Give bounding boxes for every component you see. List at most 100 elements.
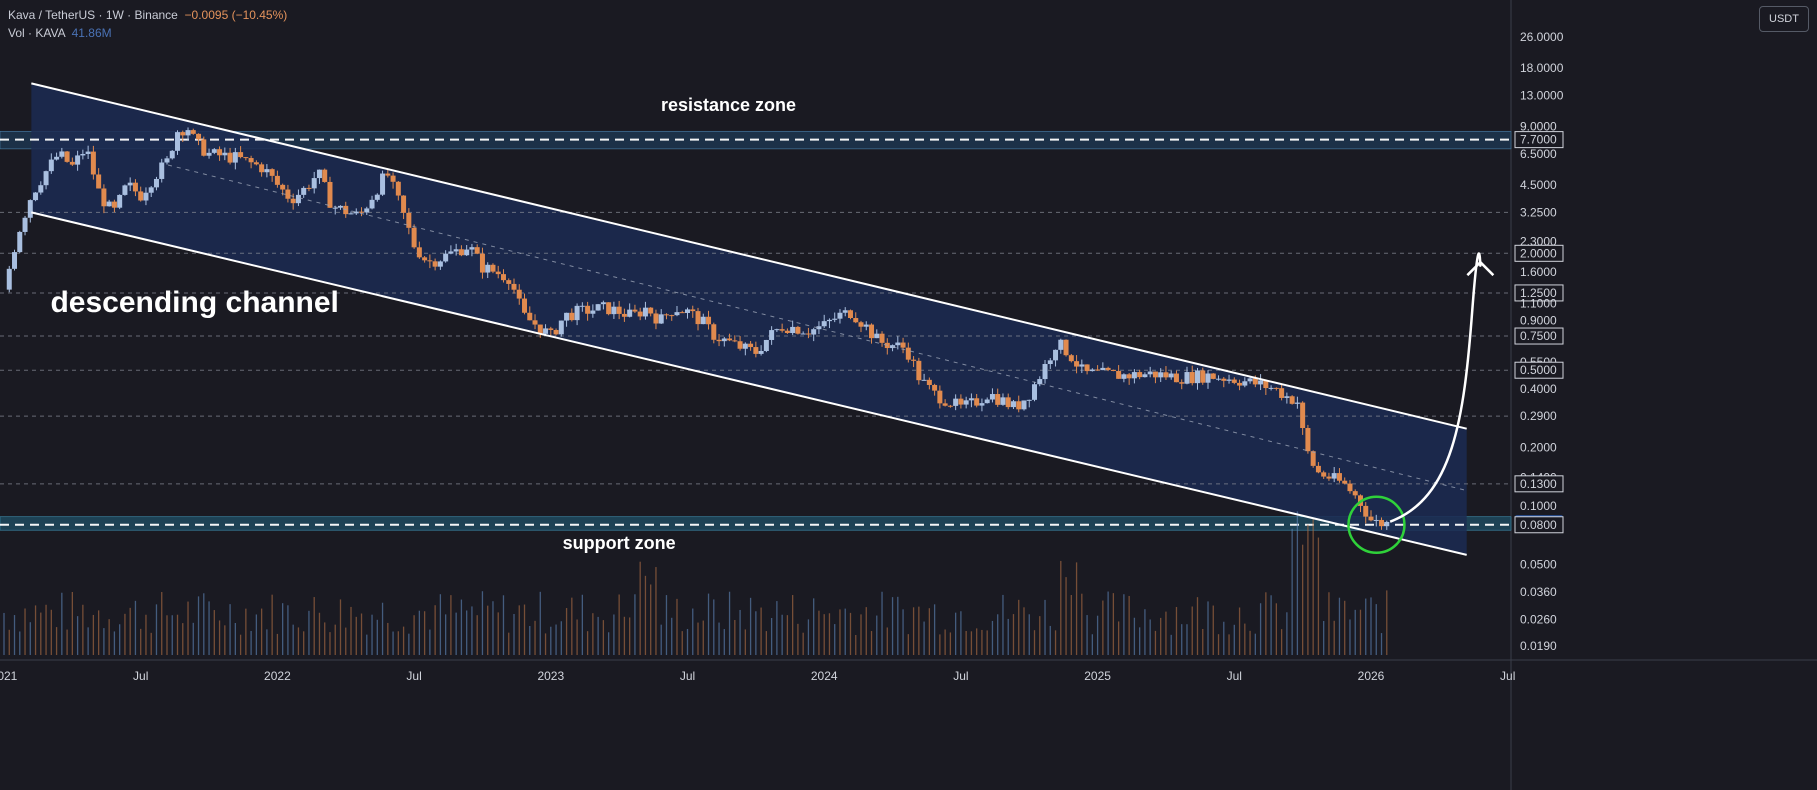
candle-body (1294, 402, 1300, 404)
candle-body (437, 261, 443, 267)
candle-body (900, 342, 906, 348)
candle-body (1231, 379, 1237, 383)
y-tick-label: 0.0360 (1520, 585, 1557, 599)
candle-body (611, 306, 617, 315)
candle-body (143, 192, 149, 201)
candle-body (842, 310, 848, 313)
candle-body (1026, 399, 1032, 401)
y-tick-label: 18.0000 (1520, 61, 1564, 75)
candle-body (59, 151, 65, 157)
candle-body (648, 307, 654, 314)
y-tick-label: 26.0000 (1520, 30, 1564, 44)
candle-body (380, 173, 386, 195)
candle-body (1200, 370, 1206, 383)
candle-body (1032, 384, 1038, 400)
price-level-tag (1514, 361, 1564, 379)
candle-body (48, 159, 54, 172)
candle-body (69, 161, 75, 165)
candle-body (1152, 371, 1158, 378)
y-tick-label: 0.0190 (1520, 639, 1557, 653)
candle-body (784, 330, 790, 334)
candle-body (942, 403, 948, 406)
price-level-tag (1514, 244, 1564, 262)
candle-body (800, 333, 806, 335)
candle-body (406, 212, 412, 228)
candle-body (1142, 374, 1148, 378)
candle-body (448, 251, 454, 254)
candle-body (1121, 374, 1127, 379)
candle-body (616, 306, 622, 314)
candle-body (322, 169, 328, 182)
price-level-tag (1514, 475, 1564, 493)
currency-button[interactable]: USDT (1759, 6, 1809, 32)
candle-body (553, 329, 559, 335)
candle-body (1194, 370, 1200, 384)
candle-body (138, 191, 144, 201)
candle-body (1074, 361, 1080, 367)
candle-body (1095, 369, 1101, 371)
candle-body (532, 320, 538, 325)
candle-body (879, 333, 885, 343)
candle-body (790, 326, 796, 334)
candle-body (217, 149, 223, 156)
candle-body (159, 162, 165, 179)
candle-body (606, 302, 612, 315)
candle-body (758, 350, 764, 354)
candle-body (716, 339, 722, 342)
x-tick-label: 2026 (1358, 669, 1385, 683)
candle-body (348, 213, 354, 215)
candle-body (1110, 369, 1116, 371)
candle-body (469, 247, 475, 250)
y-tick-label: 13.0000 (1520, 88, 1564, 102)
candle-body (337, 205, 343, 208)
candle-body (968, 398, 974, 401)
candle-body (690, 309, 696, 312)
candle-body (947, 405, 953, 407)
candle-body (674, 312, 680, 316)
candle-body (1242, 381, 1248, 386)
y-tick-label: 3.2500 (1520, 205, 1557, 219)
y-tick-label: 0.7500 (1520, 329, 1557, 343)
candle-body (64, 151, 70, 162)
candle-body (1279, 388, 1285, 398)
candle-body (180, 132, 186, 136)
y-tick-label: 0.4000 (1520, 382, 1557, 396)
price-level-tag (1514, 327, 1564, 345)
candle-body (290, 198, 296, 204)
channel-upper-line (31, 82, 1467, 430)
x-tick-label: 2024 (811, 669, 838, 683)
candle-body (905, 347, 911, 360)
highlight-circle (1347, 495, 1406, 555)
candle-body (316, 169, 322, 179)
candle-body (474, 247, 480, 254)
candle-body (127, 182, 133, 186)
candle-body (75, 155, 81, 165)
volume-legend: Vol · KAVA 41.86M (8, 26, 112, 40)
candle-body (1084, 364, 1090, 372)
candle-body (1284, 396, 1290, 398)
candle-body (369, 199, 375, 209)
candle-body (1347, 483, 1353, 492)
candle-body (500, 274, 506, 281)
candle-body (874, 333, 880, 339)
candle-body (1016, 401, 1022, 410)
candle-body (1053, 349, 1059, 361)
candle-body (385, 173, 391, 176)
candle-body (506, 280, 512, 284)
candle-body (769, 330, 775, 340)
candle-body (963, 400, 969, 405)
candle-body (669, 315, 675, 317)
candle-body (711, 324, 717, 340)
candle-body (243, 157, 249, 159)
candle-body (737, 341, 743, 349)
y-tick-label: 1.2500 (1520, 286, 1557, 300)
x-tick-label: 2023 (537, 669, 564, 683)
candle-body (269, 169, 275, 176)
candle-body (516, 289, 522, 299)
candle-body (238, 152, 244, 158)
candle-body (169, 150, 175, 159)
candle-body (1000, 397, 1006, 405)
candle-body (958, 398, 964, 405)
candle-body (837, 312, 843, 319)
